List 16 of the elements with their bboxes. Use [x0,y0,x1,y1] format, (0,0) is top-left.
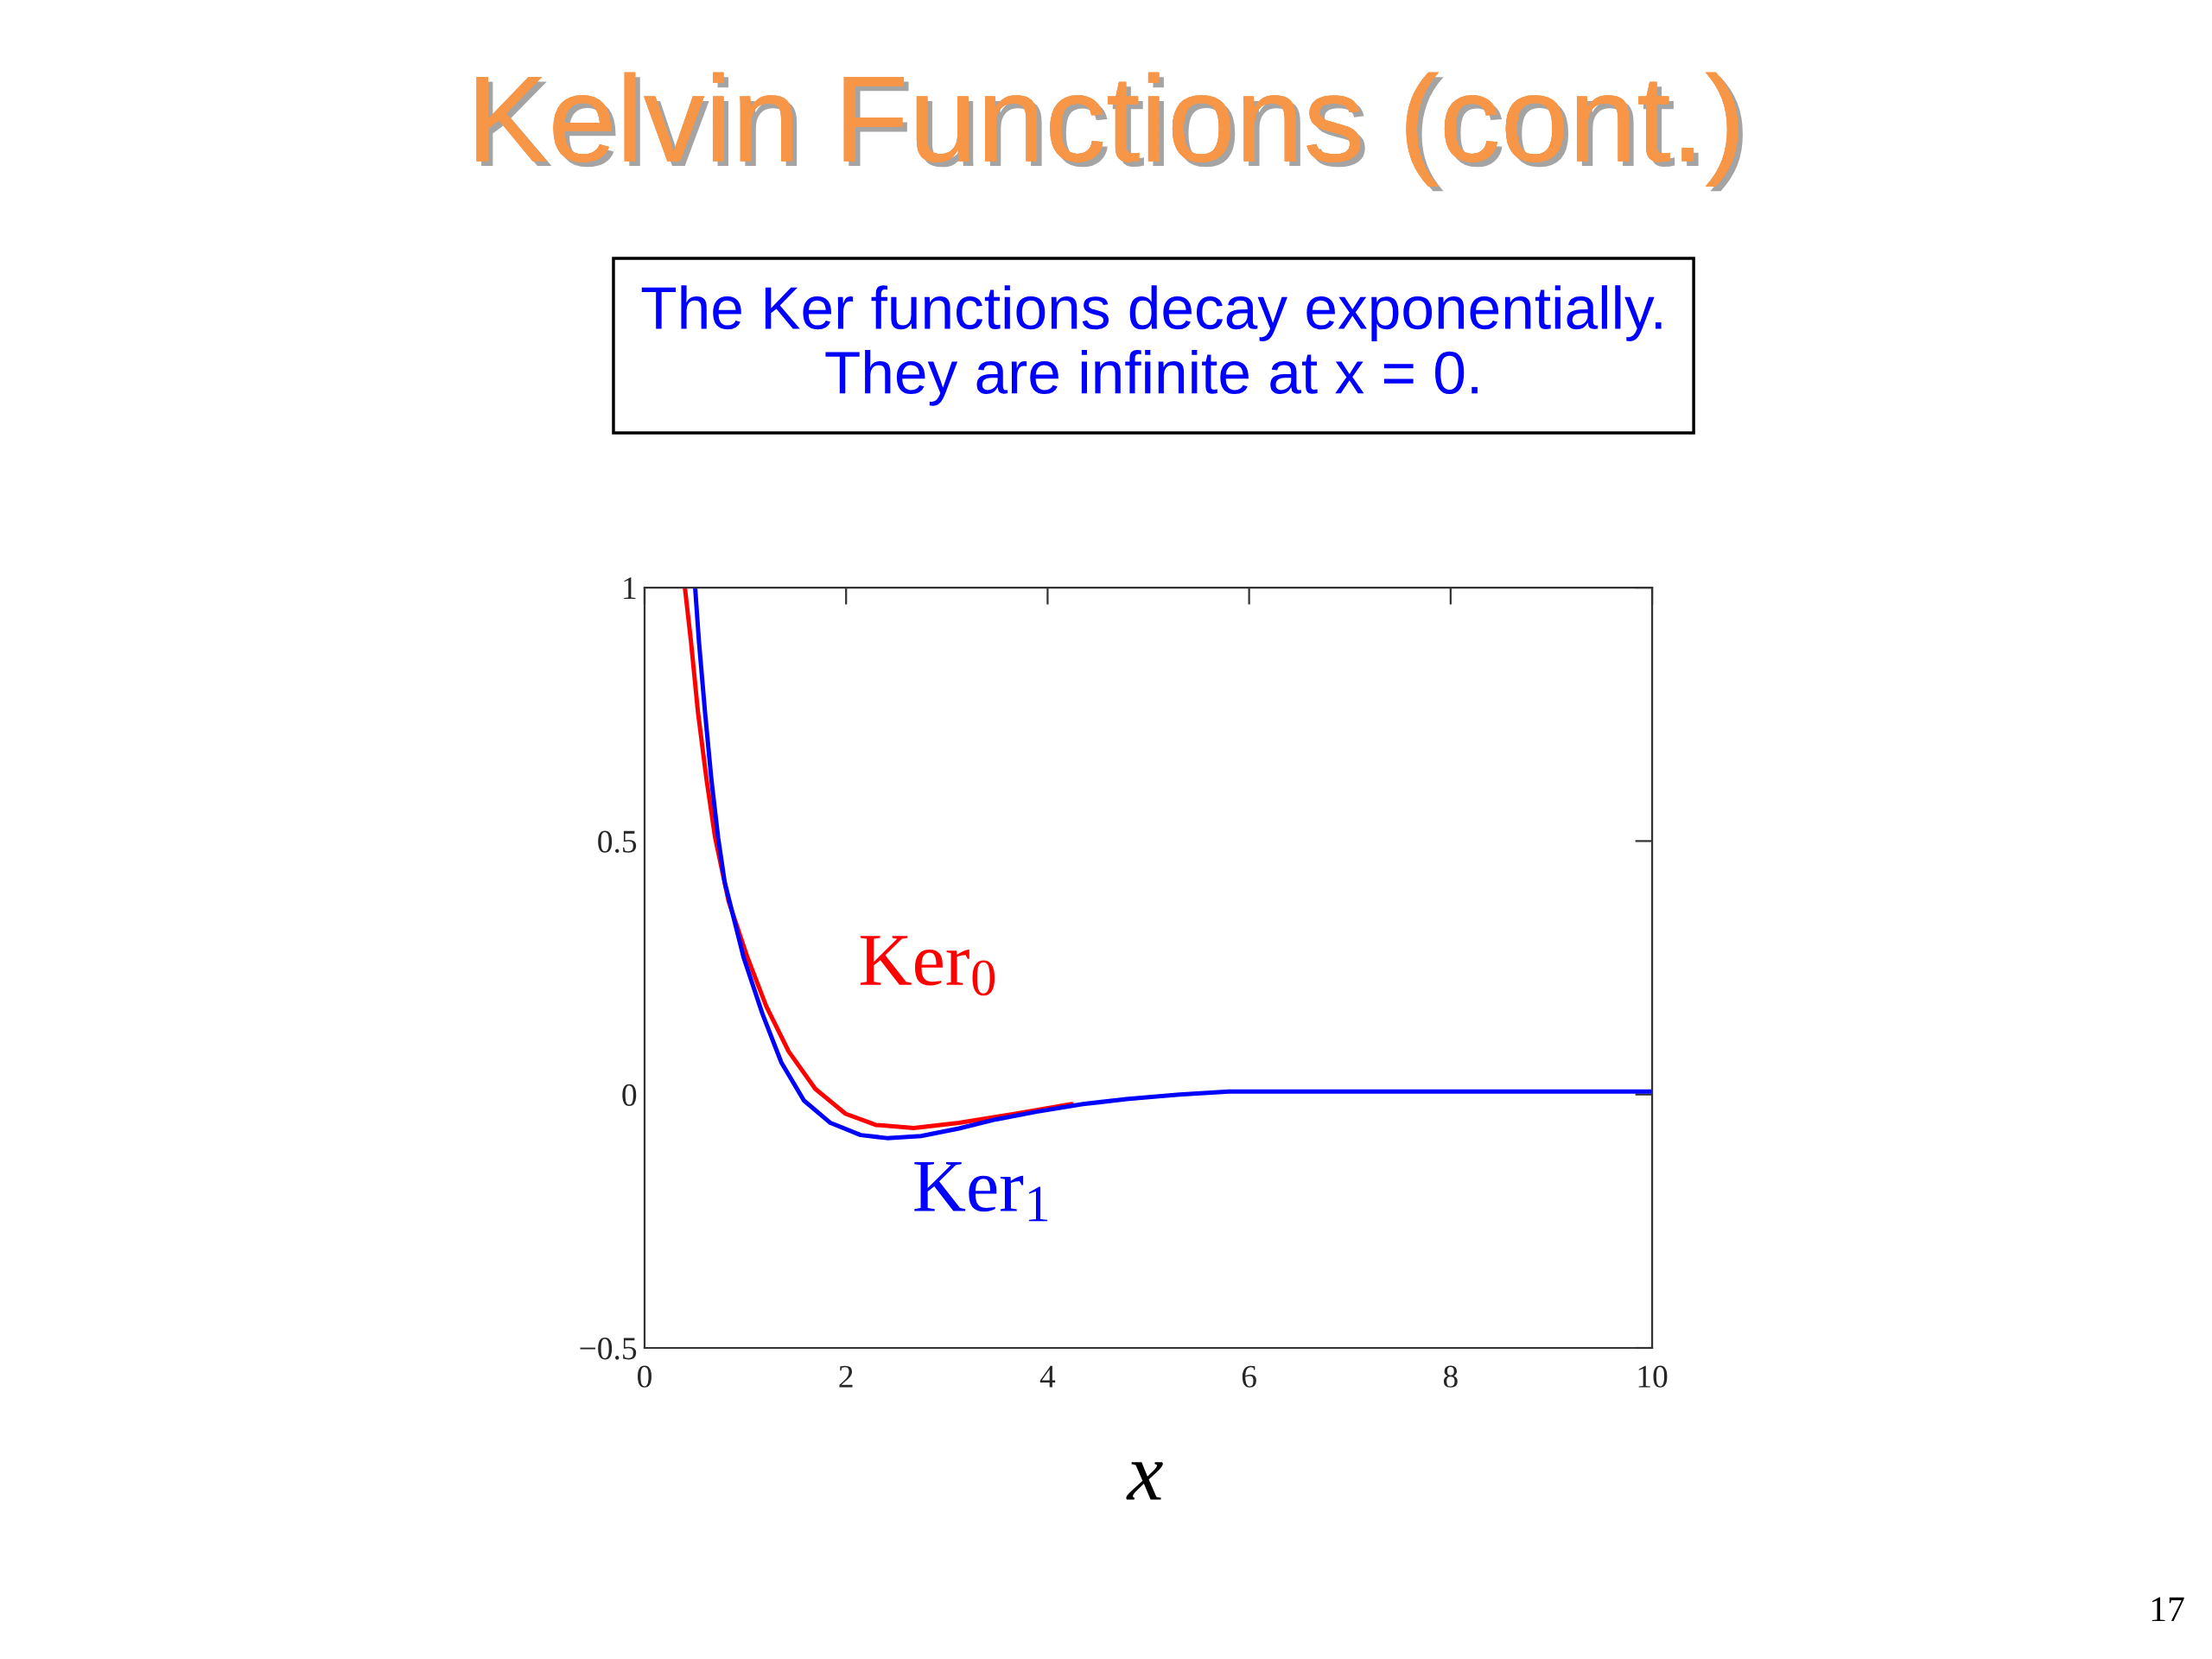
text: The Ker functions decay exponentially. They are infinite at x = 0. [641,285,1662,406]
series-label: Ker$_{0}$ [860,936,995,996]
series-label: Ker$_{1}$ [914,1162,1048,1222]
text: 17 [2152,1597,2184,1622]
y-tick-label: 0.5 [598,830,637,853]
x-tick-label: 6 [1242,1365,1256,1388]
y-tick-label: −0.5 [580,1338,637,1360]
x-tick-label: 2 [839,1365,853,1388]
x-tick-label: 0 [638,1365,652,1388]
y-tick-label: 1 [624,577,636,600]
x-tick-label: 10 [1638,1365,1668,1388]
x-tick-label: 4 [1039,1365,1056,1388]
x-tick-label: 8 [1443,1365,1458,1388]
x-axis-title: x [1126,1462,1163,1500]
y-tick-label: 0 [622,1084,637,1107]
chart-title: Kelvin Functions (cont.) [476,72,1743,192]
